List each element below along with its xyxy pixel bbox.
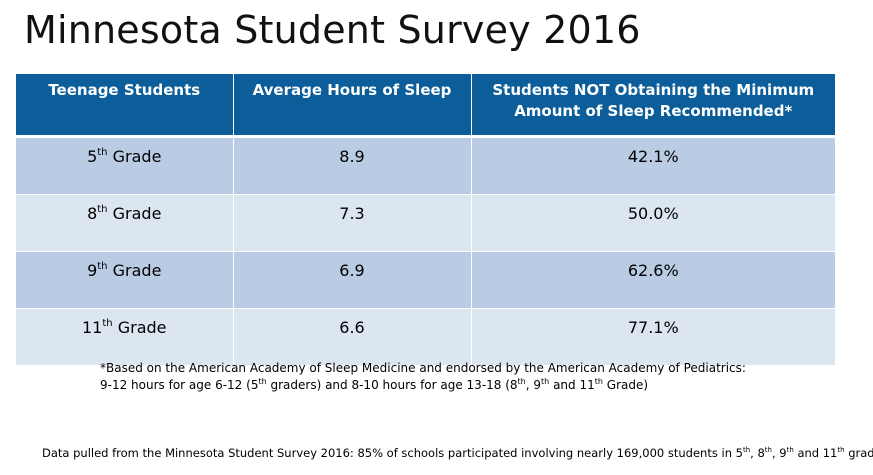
sleep-recommendation-footnote: *Based on the American Academy of Sleep … [100,360,760,394]
hours-cell: 6.9 [233,251,472,309]
source-ordinal: th [764,446,772,454]
footnote-text: *Based on the American Academy of Sleep … [100,361,746,392]
grade-ordinal: th [97,147,108,158]
data-source-note: Data pulled from the Minnesota Student S… [42,446,873,460]
table-row: 9th Grade 6.9 62.6% [16,251,835,309]
source-text: Data pulled from the Minnesota Student S… [42,446,743,460]
footnote-ordinal: th [517,377,526,386]
hours-cell: 6.6 [233,308,472,366]
source-text: grade [848,446,873,460]
footnote-ordinal: th [258,377,267,386]
percent-cell: 50.0% [471,194,835,252]
table-header-row: Teenage Students Average Hours of Sleep … [16,74,835,138]
source-text: , 9 [771,446,787,460]
grade-word: Grade [112,261,162,280]
grade-ordinal: th [97,261,108,272]
grade-ordinal: th [102,318,113,329]
footnote-ordinal: th [541,377,550,386]
header-not-obtaining-minimum: Students NOT Obtaining the Minimum Amoun… [471,74,835,138]
grade-number: 5 [87,147,98,166]
source-ordinal: th [837,446,845,454]
grade-ordinal: th [97,204,108,215]
source-ordinal: th [742,446,751,454]
grade-number: 9 [87,261,98,280]
table-row: 5th Grade 8.9 42.1% [16,136,835,195]
footnote-text: , 9 [525,378,542,392]
footnote-text: and 11 [549,378,595,392]
grade-number: 11 [82,318,103,337]
hours-cell: 7.3 [233,194,472,252]
table-row: 11th Grade 6.6 77.1% [16,308,835,366]
grade-number: 8 [87,204,98,223]
grade-cell: 8th Grade [16,194,234,252]
footnote-text: Grade) [602,378,649,392]
grade-cell: 5th Grade [16,136,234,195]
header-teenage-students: Teenage Students [16,74,234,138]
percent-cell: 42.1% [471,136,835,195]
source-ordinal: th [786,446,794,454]
grade-word: Grade [112,147,162,166]
table-row: 8th Grade 7.3 50.0% [16,194,835,252]
footnote-ordinal: th [594,377,603,386]
footnote-text: graders) and 8-10 hours for age 13-18 (8 [266,378,518,392]
header-average-hours: Average Hours of Sleep [233,74,472,138]
grade-word: Grade [117,318,167,337]
grade-cell: 11th Grade [16,308,234,366]
source-text: and 11 [793,446,838,460]
percent-cell: 62.6% [471,251,835,309]
slide-title: Minnesota Student Survey 2016 [24,8,641,52]
grade-word: Grade [112,204,162,223]
hours-cell: 8.9 [233,136,472,195]
percent-cell: 77.1% [471,308,835,366]
source-text: , 8 [750,446,765,460]
grade-cell: 9th Grade [16,251,234,309]
sleep-survey-table: Teenage Students Average Hours of Sleep … [16,74,835,366]
